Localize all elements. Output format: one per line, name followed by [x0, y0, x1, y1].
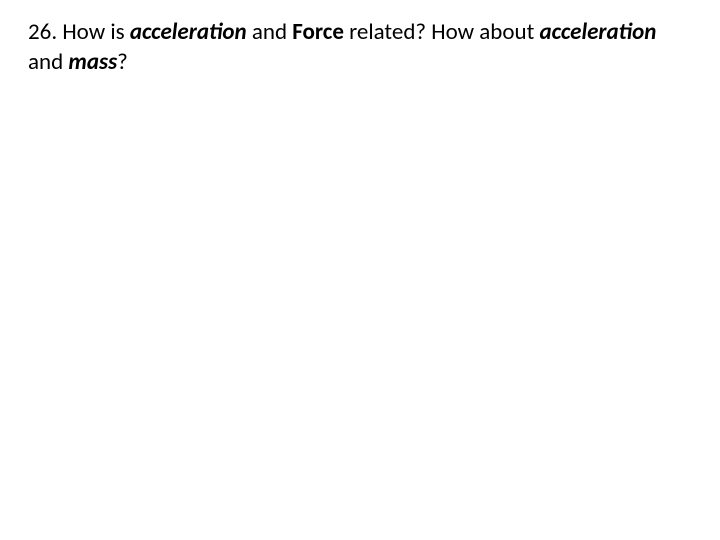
- text-segment-3: related? How about: [344, 18, 540, 46]
- keyword-force: Force: [292, 18, 344, 46]
- text-segment-2: and: [247, 18, 293, 46]
- question-text: 26. How is acceleration and Force relate…: [28, 18, 692, 78]
- slide-container: 26. How is acceleration and Force relate…: [0, 0, 720, 540]
- question-number: 26.: [28, 18, 57, 46]
- text-segment-4: and: [28, 48, 68, 76]
- keyword-acceleration-1: acceleration: [130, 18, 247, 46]
- keyword-acceleration-2: acceleration: [540, 18, 657, 46]
- keyword-mass: mass: [68, 48, 117, 76]
- text-segment-5: ?: [117, 48, 128, 76]
- text-segment-1: How is: [57, 18, 130, 46]
